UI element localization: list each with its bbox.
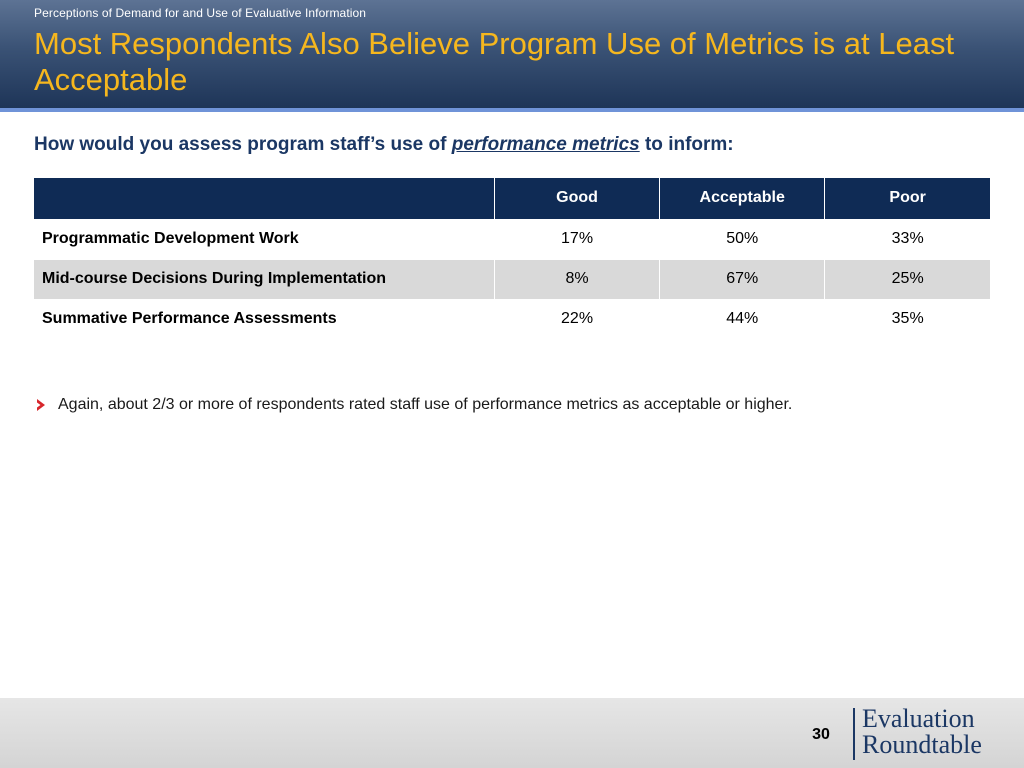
question-emphasis: performance metrics (451, 134, 640, 155)
logo-line-2: Roundtable (862, 730, 982, 759)
section-kicker: Perceptions of Demand for and Use of Eva… (34, 6, 367, 20)
table-header-row: Good Acceptable Poor (34, 178, 990, 219)
table-row: Mid-course Decisions During Implementati… (34, 258, 990, 299)
cell-good: 22% (493, 298, 660, 339)
chevron-right-icon (36, 399, 58, 411)
logo-divider (853, 708, 855, 760)
cell-poor: 33% (824, 218, 990, 259)
question-text-before: How would you assess program staff’s use… (34, 134, 452, 155)
question-text-after: to inform: (639, 134, 734, 155)
row-label: Programmatic Development Work (34, 218, 495, 259)
table-row: Programmatic Development Work 17% 50% 33… (34, 218, 990, 259)
banner-divider (0, 108, 1024, 112)
column-header-empty (34, 178, 495, 219)
cell-good: 8% (493, 258, 660, 299)
column-header-acceptable: Acceptable (659, 178, 825, 219)
column-header-good: Good (493, 178, 660, 219)
survey-question: How would you assess program staff’s use… (34, 134, 734, 156)
slide-title: Most Respondents Also Believe Program Us… (34, 26, 955, 97)
logo-line-1: Evaluation (862, 704, 975, 733)
cell-acceptable: 44% (659, 298, 825, 339)
cell-poor: 35% (824, 298, 990, 339)
row-label: Summative Performance Assessments (34, 298, 495, 339)
results-table: Good Acceptable Poor Programmatic Develo… (34, 178, 990, 339)
row-label: Mid-course Decisions During Implementati… (34, 258, 495, 299)
cell-acceptable: 67% (659, 258, 825, 299)
evaluation-roundtable-logo: Evaluation Roundtable (862, 706, 982, 758)
cell-poor: 25% (824, 258, 990, 299)
cell-good: 17% (493, 218, 660, 259)
bullet-point: Again, about 2/3 or more of respondents … (36, 396, 996, 414)
cell-acceptable: 50% (659, 218, 825, 259)
table-row: Summative Performance Assessments 22% 44… (34, 298, 990, 339)
bullet-text: Again, about 2/3 or more of respondents … (58, 396, 793, 413)
column-header-poor: Poor (824, 178, 990, 219)
title-banner (0, 0, 1024, 108)
page-number: 30 (812, 726, 830, 743)
